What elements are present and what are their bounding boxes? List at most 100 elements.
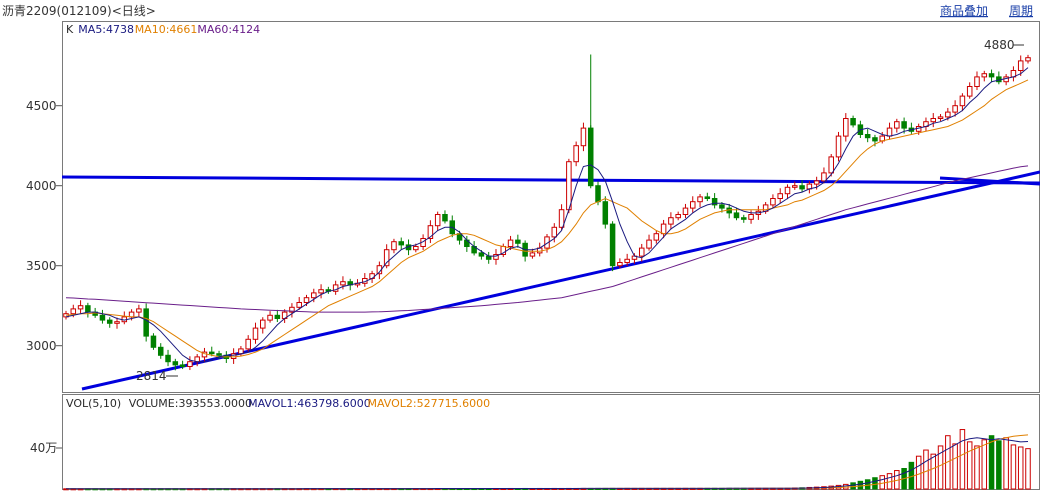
- candle: [471, 241, 477, 256]
- candle-body: [981, 73, 988, 78]
- candle: [311, 288, 317, 303]
- candle: [799, 180, 805, 193]
- candle: [638, 243, 645, 262]
- candle-body: [216, 353, 222, 356]
- candle: [573, 141, 579, 167]
- candle: [850, 115, 856, 128]
- candle: [646, 234, 652, 251]
- candle: [923, 117, 929, 131]
- candle: [974, 71, 980, 91]
- candle: [106, 317, 113, 328]
- candle-body: [303, 297, 310, 304]
- ma5-line: [65, 67, 1029, 363]
- candle: [1003, 74, 1009, 86]
- candle: [828, 154, 834, 177]
- candle: [187, 356, 193, 371]
- volume-bar: [1017, 446, 1024, 490]
- candle-body: [311, 292, 317, 299]
- candle-body: [966, 86, 973, 97]
- candle: [952, 100, 958, 117]
- candle-body: [741, 217, 747, 220]
- volume-bar: [879, 475, 886, 490]
- legend-item: MAVOL2:527715.6000: [368, 397, 491, 410]
- resistance-line[interactable]: [61, 175, 1040, 185]
- candle-body: [799, 185, 805, 190]
- candle-body: [653, 233, 660, 241]
- candle-body: [675, 214, 681, 219]
- candle-body: [595, 185, 601, 203]
- candle-body: [682, 207, 689, 216]
- overlay-commodity-link[interactable]: 商品叠加: [940, 3, 988, 18]
- volume-bar: [872, 477, 878, 490]
- vol-tick-label: 40万: [30, 441, 57, 455]
- candle-body: [77, 305, 84, 310]
- candle: [682, 203, 689, 219]
- candle-body: [1025, 57, 1031, 62]
- candle: [434, 211, 441, 232]
- candle: [208, 346, 215, 357]
- candle-body: [617, 262, 623, 267]
- candle: [1010, 66, 1017, 82]
- candle-body: [886, 127, 893, 137]
- candle-body: [748, 214, 754, 220]
- candle-body: [821, 172, 827, 182]
- volume-bar: [930, 453, 937, 490]
- period-link[interactable]: 周期: [1009, 4, 1033, 18]
- volume-bar: [864, 479, 871, 490]
- candle-body: [165, 354, 171, 363]
- legend-item: MA60:4124: [197, 23, 260, 36]
- y-tick-label: 4000: [26, 179, 57, 193]
- candle-body: [609, 223, 616, 267]
- candlestick-series: [63, 54, 1031, 371]
- legend-item: VOL(5,10): [66, 397, 121, 410]
- candle: [85, 302, 91, 318]
- candle-body: [391, 241, 397, 251]
- candle-body: [813, 180, 820, 185]
- candle-body: [784, 186, 791, 195]
- y-tick-label: 3000: [26, 339, 57, 353]
- candle-body: [828, 156, 834, 174]
- candle: [741, 214, 747, 223]
- candle: [143, 303, 149, 342]
- candle: [427, 220, 434, 243]
- volume-bar: [988, 435, 995, 490]
- candle-body: [792, 185, 798, 188]
- candle: [216, 350, 222, 359]
- candle: [245, 335, 251, 353]
- resistance-extension[interactable]: [939, 176, 1040, 186]
- candle-body: [704, 196, 711, 199]
- candle-body: [843, 118, 849, 137]
- main-legend: K MA5:4738 MA10:4661 MA60:4124: [66, 23, 260, 36]
- candle-body: [179, 364, 186, 367]
- candle: [704, 192, 711, 202]
- candle-body: [427, 225, 434, 239]
- candle: [383, 244, 390, 269]
- candle: [529, 248, 536, 259]
- candle-body: [719, 204, 725, 209]
- volume-bar: [966, 441, 973, 490]
- candle: [689, 196, 696, 213]
- candle: [580, 122, 587, 152]
- candle-body: [143, 308, 149, 337]
- volume-bar: [857, 480, 864, 490]
- candle-body: [478, 252, 485, 257]
- candle-body: [296, 302, 302, 308]
- candle-body: [937, 116, 944, 120]
- candle: [886, 122, 893, 140]
- candle: [230, 348, 237, 364]
- candle: [267, 311, 273, 323]
- high-annotation: 4880: [984, 38, 1024, 52]
- volume-bar: [952, 443, 958, 490]
- candle-body: [945, 111, 951, 118]
- candle-body: [267, 314, 273, 321]
- candle: [908, 122, 915, 134]
- candle: [675, 211, 681, 221]
- candle: [821, 167, 827, 184]
- candle: [391, 238, 397, 254]
- candle: [711, 193, 718, 209]
- candle-body: [974, 76, 980, 88]
- candle-body: [638, 247, 645, 257]
- candle-body: [456, 233, 463, 241]
